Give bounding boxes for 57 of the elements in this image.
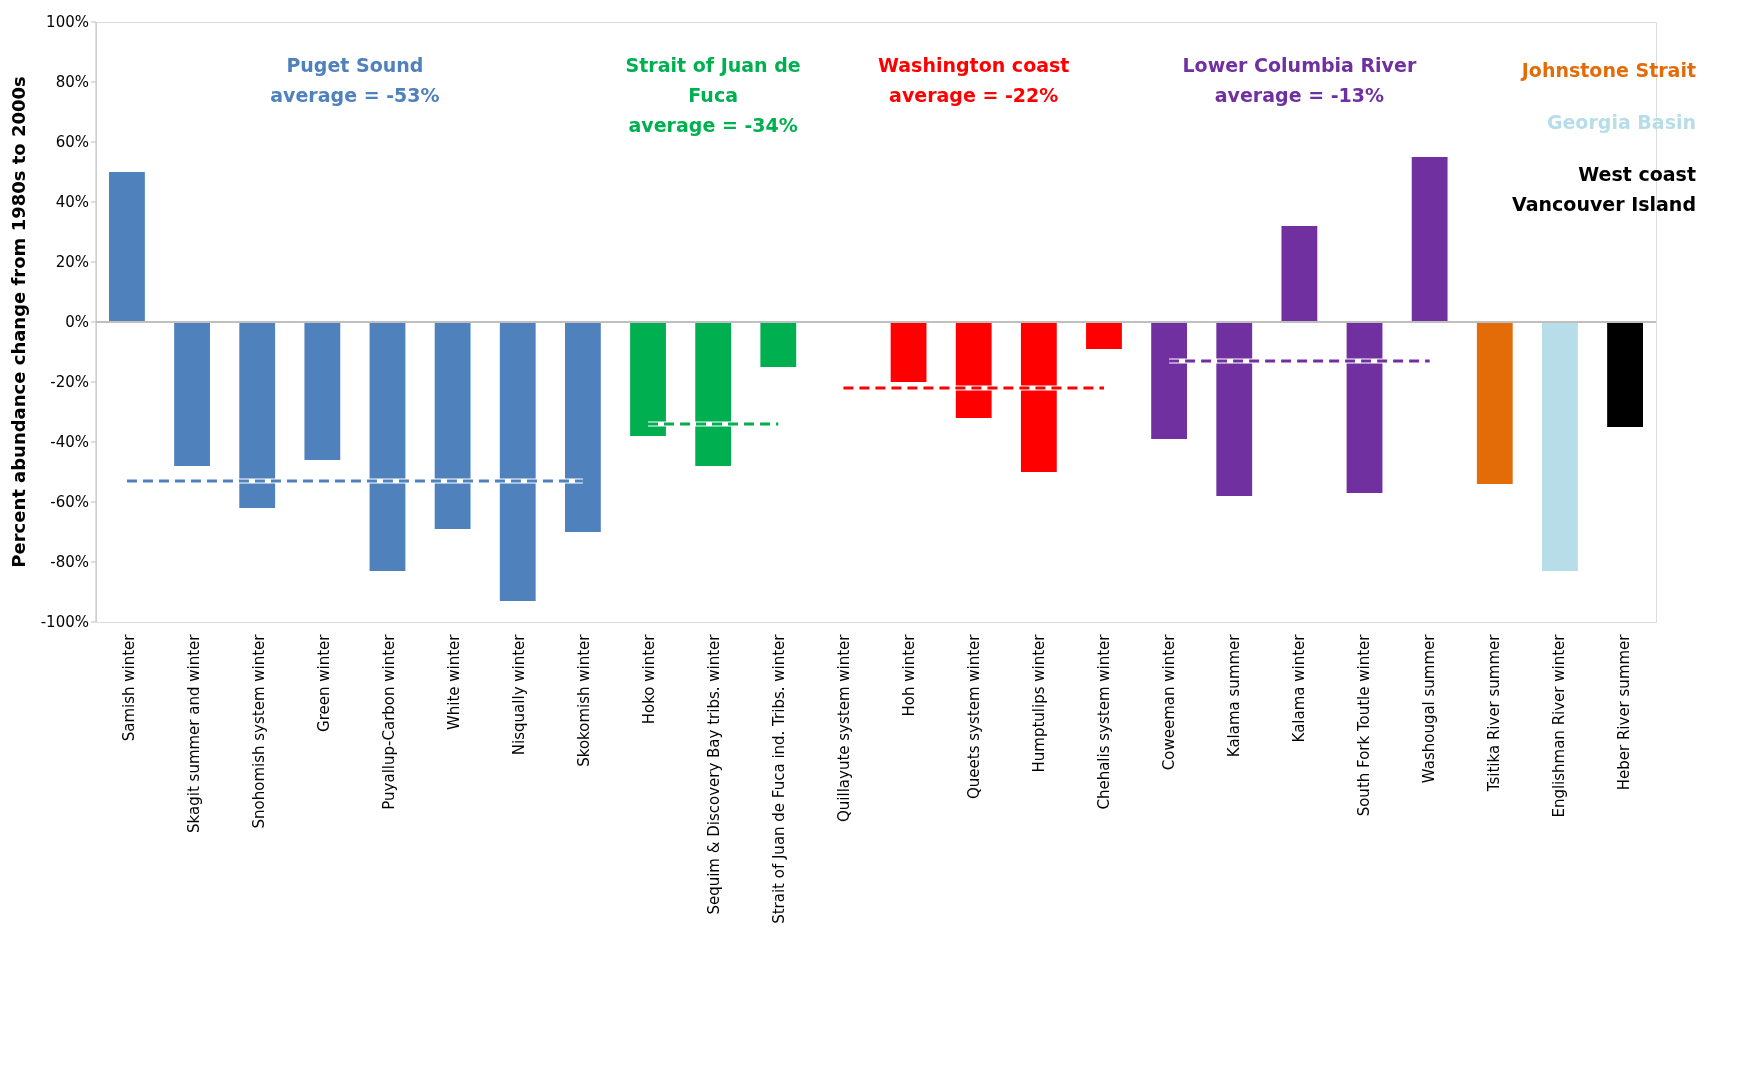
y-tick-label: -40% xyxy=(50,433,89,451)
x-tick-label: Skokomish winter xyxy=(575,633,593,767)
bar xyxy=(304,322,341,460)
x-tick-label: Samish winter xyxy=(120,633,138,742)
bar xyxy=(1542,322,1578,571)
x-tick-label: Washougal summer xyxy=(1420,633,1438,784)
bar xyxy=(1607,322,1643,427)
y-tick-label: -60% xyxy=(50,493,89,511)
bar xyxy=(109,172,145,322)
y-tick-label: -80% xyxy=(50,553,89,571)
x-tick-label: Quillayute system winter xyxy=(835,633,853,822)
x-tick-label: Hoh winter xyxy=(900,633,918,717)
text: Puget Sound xyxy=(286,54,424,76)
y-tick-label: 40% xyxy=(55,193,89,211)
y-tick-label: 60% xyxy=(55,133,89,151)
x-tick-label: Chehalis system winter xyxy=(1095,633,1113,810)
y-axis-title: Percent abundance change from 1980s to 2000s xyxy=(7,76,29,568)
x-tick-label: Coweeman winter xyxy=(1160,633,1178,771)
text: Georgia Basin xyxy=(1546,111,1696,133)
x-tick-label: Strait of Juan de Fuca ind. Tribs. winter xyxy=(770,633,788,924)
x-tick-label: Nisqually winter xyxy=(510,633,528,756)
text: West coast Vancouver Island xyxy=(1512,163,1696,215)
x-tick-label: South Fork Toutle winter xyxy=(1355,633,1373,817)
x-tick-label: White winter xyxy=(445,633,463,731)
bar xyxy=(890,322,927,382)
y-tick-label: 100% xyxy=(46,13,89,31)
bar xyxy=(1411,157,1448,322)
x-tick-label: Englishman River winter xyxy=(1550,633,1568,818)
x-tick-label: Heber River summer xyxy=(1615,633,1633,791)
annotation: average = -53% xyxy=(270,84,440,106)
text: Washington coast xyxy=(878,54,1070,76)
y-tick-label: -100% xyxy=(40,613,89,631)
y-tick-label: 80% xyxy=(55,73,89,91)
x-tick-label: Humptulips winter xyxy=(1030,633,1048,773)
y-tick-label: 20% xyxy=(55,253,89,271)
annotation: average = -22% xyxy=(889,84,1059,106)
x-tick-label: Skagit summer and winter xyxy=(185,633,203,833)
text: Johnstone Strait xyxy=(1519,59,1696,81)
y-tick-label: -20% xyxy=(50,373,89,391)
x-tick-label: Hoko winter xyxy=(640,633,658,725)
annotation: average = -34% xyxy=(628,114,798,136)
x-tick-label: Snohomish system winter xyxy=(250,633,268,829)
y-tick-label: 0% xyxy=(65,313,89,331)
bar xyxy=(1281,226,1318,322)
x-tick-label: Queets system winter xyxy=(965,633,983,799)
x-tick-label: Kalama summer xyxy=(1225,633,1243,758)
x-tick-label: Sequim & Discovery Bay tribs. winter xyxy=(705,633,723,915)
x-tick-label: Puyallup-Carbon winter xyxy=(380,633,398,810)
bar xyxy=(1476,322,1513,484)
annotation: average = -13% xyxy=(1214,84,1385,106)
bar xyxy=(174,322,210,466)
x-tick-label: Kalama winter xyxy=(1290,633,1308,743)
text: Lower Columbia River xyxy=(1182,54,1417,76)
x-tick-label: Tsitika River summer xyxy=(1485,633,1503,793)
bar xyxy=(1086,322,1122,349)
x-tick-label: Green winter xyxy=(315,633,333,732)
bar xyxy=(760,322,797,367)
